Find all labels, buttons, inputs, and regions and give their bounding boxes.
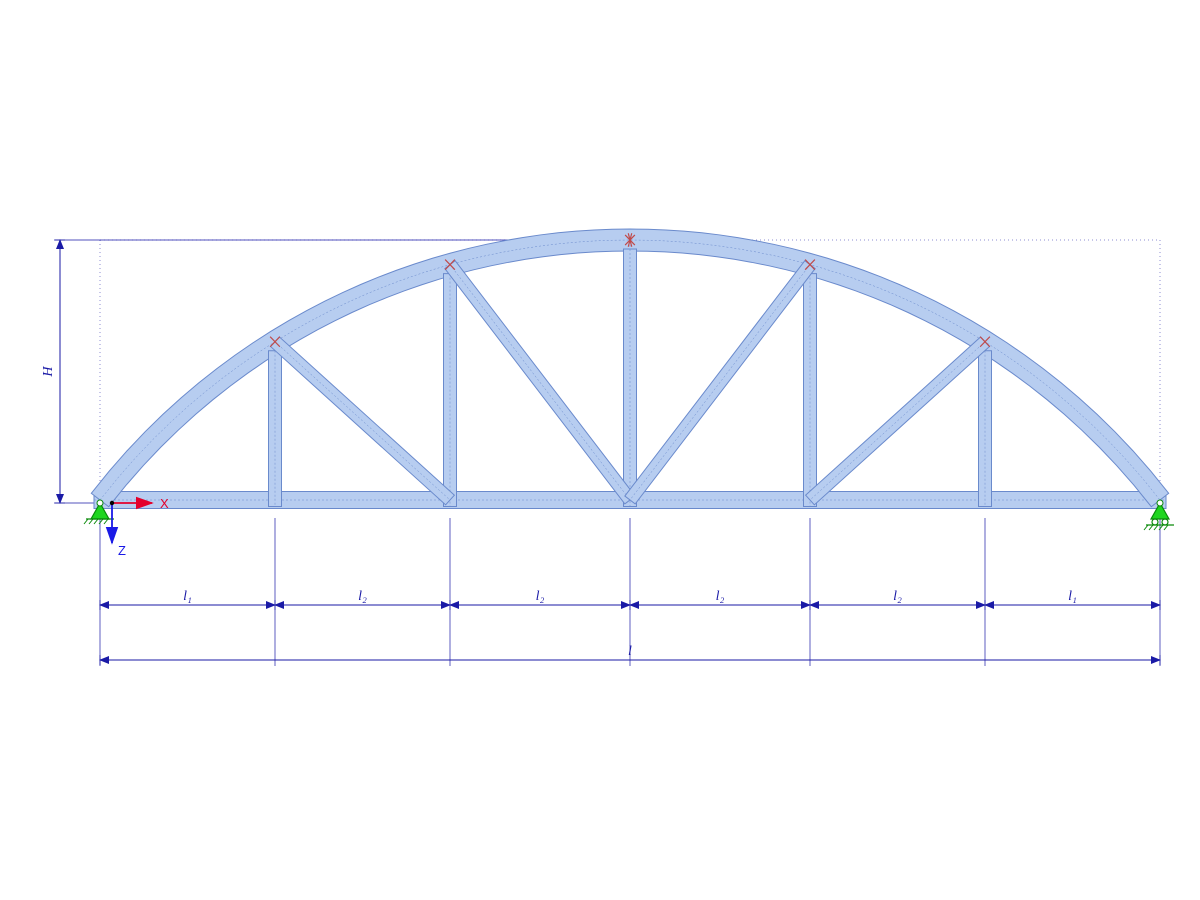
x-axis-label: X (160, 496, 169, 511)
dim-span-3-label: l₂ (536, 589, 545, 604)
z-axis-label: Z (118, 543, 126, 558)
dim-H-label: H (41, 366, 56, 378)
dim-total-label: l (628, 644, 632, 659)
dim-span-5-label: l₂ (893, 589, 902, 604)
dim-span-2-label: l₂ (358, 589, 367, 604)
dim-span-4-label: l₂ (716, 589, 725, 604)
dim-span-1-label: l₁ (183, 589, 192, 604)
origin-node (110, 501, 114, 505)
dim-span-6-label: l₁ (1068, 589, 1077, 604)
